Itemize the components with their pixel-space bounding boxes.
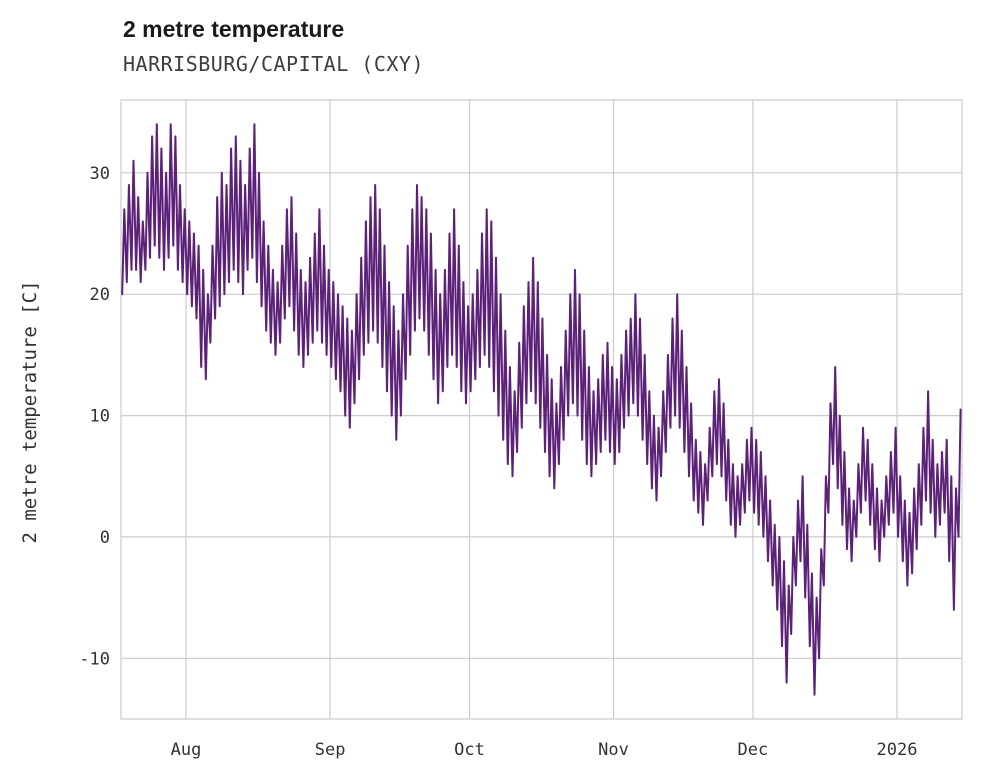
x-tick-label: Sep [315,740,346,760]
plot-border [120,99,963,720]
y-tick-label: -10 [79,649,110,669]
y-tick-label: 30 [90,164,110,184]
x-tick-label: Oct [454,740,485,760]
x-tick-label: Aug [171,740,202,760]
x-tick-label: Dec [738,740,769,760]
y-tick-label: 0 [100,528,110,548]
y-tick-label: 10 [90,407,110,427]
x-tick-label: Nov [598,740,629,760]
chart-subtitle: HARRISBURG/CAPITAL (CXY) [123,52,424,76]
y-axis-label: 2 metre temperature [C] [19,280,41,544]
chart-title: 2 metre temperature [123,16,345,42]
x-tick-label: 2026 [877,740,918,760]
temperature-line [121,123,962,696]
y-tick-label: 20 [90,285,110,305]
